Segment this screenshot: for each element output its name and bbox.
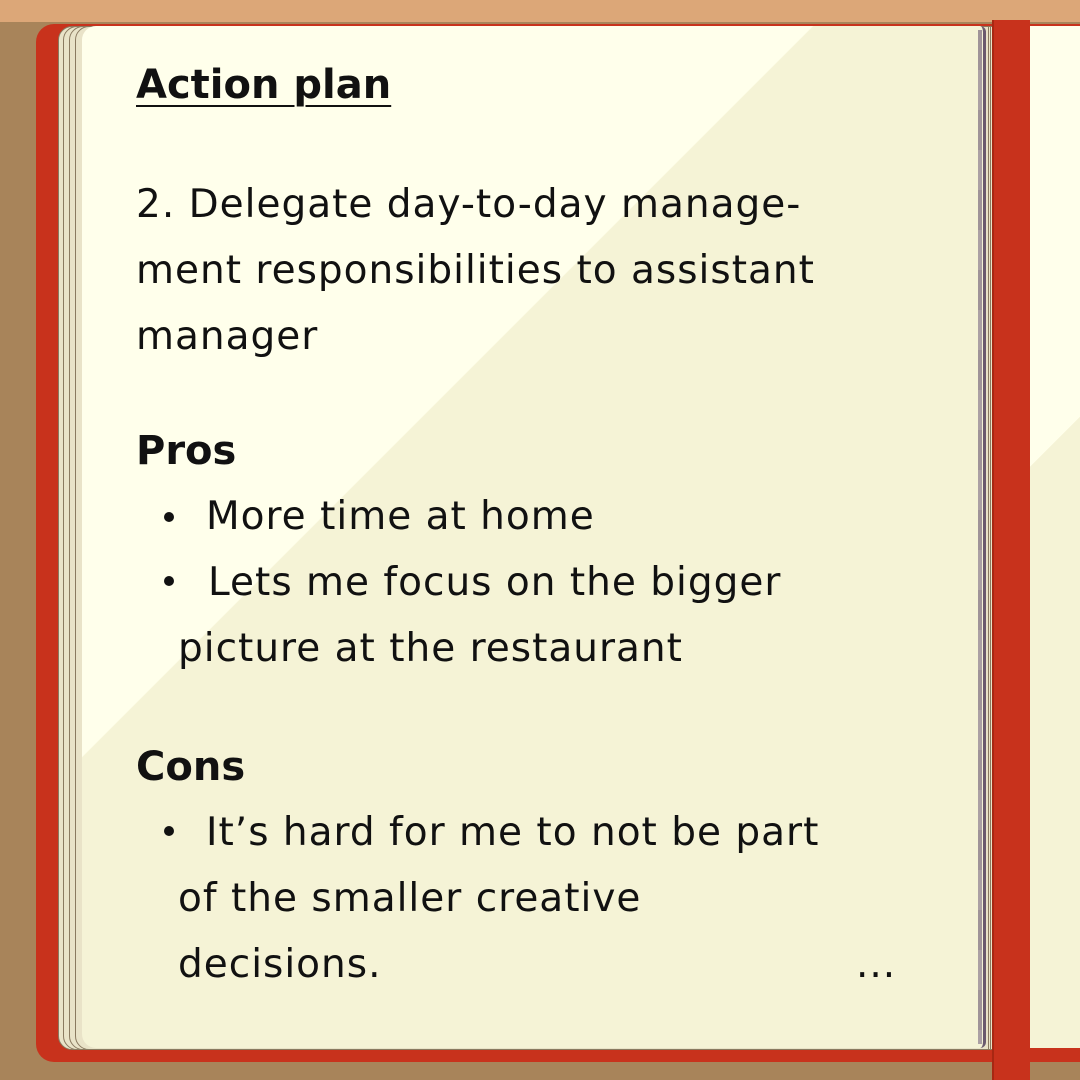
pros-bullet-line: More time at home [206, 494, 595, 539]
notebook-page [82, 26, 986, 1048]
cons-bullet-line: of the smaller creative [178, 876, 642, 921]
bullet-icon [164, 512, 174, 522]
cons-bullet-line: It’s hard for me to not be part [206, 810, 820, 855]
page-gutter [978, 30, 982, 1044]
cons-bullet-line: decisions. [178, 942, 382, 987]
bullet-icon [164, 576, 174, 586]
bullet-icon [164, 826, 174, 836]
pros-bullet-line: Lets me focus on the bigger [208, 560, 782, 605]
item-line: 2. Delegate day-to-day manage- [136, 182, 802, 227]
facing-page [1030, 26, 1080, 1048]
pros-heading: Pros [136, 428, 237, 474]
page-title: Action plan [136, 62, 392, 108]
continuation-ellipsis: ... [856, 942, 897, 987]
item-line: ment responsibilities to assistant [136, 248, 815, 293]
table-edge [0, 0, 1080, 22]
bookmark-ribbon [992, 20, 1030, 1080]
pros-bullet-line: picture at the restaurant [178, 626, 683, 671]
cons-heading: Cons [136, 744, 246, 790]
item-line: manager [136, 314, 319, 359]
